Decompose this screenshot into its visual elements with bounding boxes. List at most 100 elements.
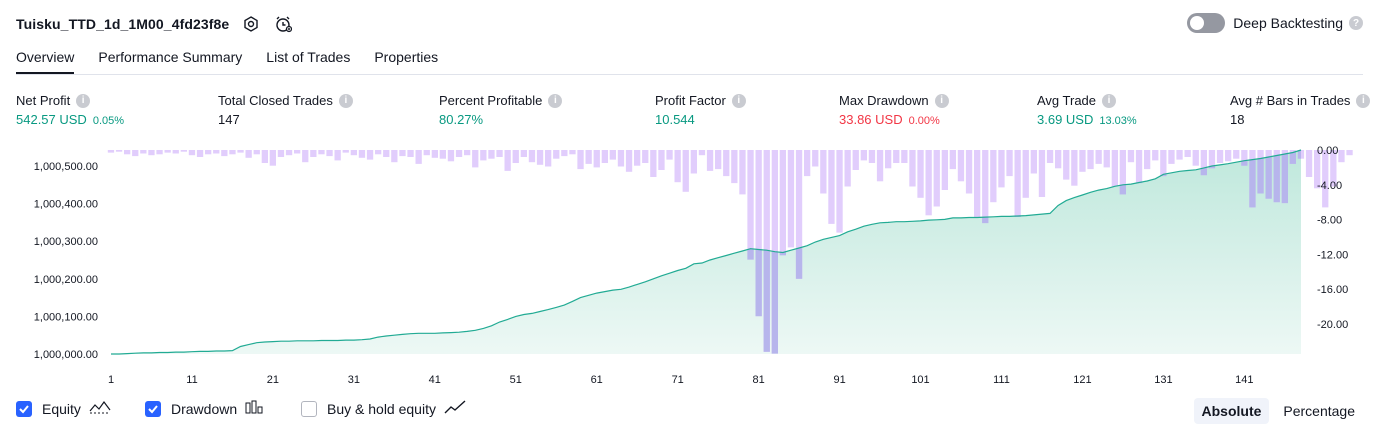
buy-hold-checkbox[interactable] (301, 400, 317, 417)
x-tick: 11 (186, 374, 197, 386)
info-icon[interactable]: i (548, 93, 563, 108)
metric-label: Max Drawdown (839, 93, 929, 108)
percentage-button[interactable]: Percentage (1283, 403, 1355, 419)
metric-value: 3.69 USD (1037, 112, 1094, 127)
drawdown-bar (285, 150, 293, 156)
tab-properties[interactable]: Properties (374, 49, 439, 65)
legend-drawdown[interactable]: Drawdown (145, 400, 265, 417)
drawdown-bar (512, 150, 519, 163)
drawdown-bar (682, 150, 689, 192)
alarm-clock-icon[interactable] (273, 14, 293, 34)
drawdown-bar (860, 150, 867, 161)
drawdown-bar (674, 150, 681, 183)
tab-performance-summary[interactable]: Performance Summary (98, 49, 243, 65)
info-icon[interactable]: i (1356, 93, 1371, 108)
y-left-tick: 1,000,200.00 (34, 274, 98, 286)
x-tick: 111 (993, 374, 1010, 386)
drawdown-bar (585, 150, 592, 164)
drawdown-bar (1055, 150, 1062, 169)
drawdown-bar (1192, 150, 1199, 166)
drawdown-bar (658, 150, 665, 170)
drawdown-bar (455, 150, 463, 157)
drawdown-bar (812, 150, 819, 167)
drawdown-bar (172, 150, 179, 154)
drawdown-overlap-bar (1289, 150, 1296, 164)
drawdown-bar (1079, 150, 1086, 172)
drawdown-bar (1038, 150, 1046, 197)
drawdown-bar (375, 150, 382, 155)
drawdown-bar (804, 150, 811, 177)
metric-sub: 13.03% (1099, 115, 1137, 127)
drawdown-bar (666, 150, 673, 160)
metric-value: 10.544 (655, 112, 695, 127)
drawdown-bar (577, 150, 584, 170)
drawdown-bar (245, 150, 252, 158)
x-tick: 1 (108, 374, 114, 386)
info-icon[interactable]: i (731, 93, 746, 108)
drawdown-overlap-bar (1257, 150, 1264, 194)
x-tick: 61 (591, 374, 603, 386)
drawdown-bar (1135, 150, 1143, 184)
legend-equity[interactable]: Equity (16, 400, 111, 417)
metric-percent-profitable: Percent Profitable i 80.27% (439, 93, 563, 127)
metric-avg-bars: Avg # Bars in Trades i 18 (1230, 93, 1371, 127)
drawdown-bar (690, 150, 697, 174)
drawdown-bar (431, 150, 438, 158)
drawdown-bar (447, 150, 455, 162)
drawdown-bar (820, 150, 827, 194)
tab-divider (16, 74, 1363, 75)
deep-backtesting: Deep Backtesting ? (1187, 13, 1363, 33)
equity-chart: 1,000,000.00 1,000,100.00 1,000,200.00 1,00… (34, 145, 1353, 386)
metric-label: Profit Factor (655, 93, 726, 108)
drawdown-bar (1095, 150, 1102, 164)
metric-value: 542.57 USD (16, 112, 87, 127)
legend-label: Buy & hold equity (327, 400, 436, 417)
y-left-tick: 1,000,100.00 (34, 311, 98, 323)
drawdown-bar (1225, 150, 1232, 162)
equity-checkbox[interactable] (16, 400, 32, 417)
absolute-button[interactable]: Absolute (1193, 398, 1270, 424)
drawdown-bar (1346, 150, 1353, 156)
drawdown-bar (715, 150, 722, 170)
info-icon[interactable]: i (338, 93, 353, 108)
drawdown-bar (1160, 150, 1167, 177)
drawdown-bar (520, 150, 527, 157)
metric-avg-trade: Avg Trade i 3.69 USD 13.03% (1037, 93, 1137, 127)
question-icon[interactable]: ? (1349, 16, 1363, 30)
drawdown-bar (650, 150, 657, 177)
drawdown-overlap-bar (1249, 150, 1256, 208)
drawdown-bar (1200, 150, 1207, 176)
drawdown-bar (1127, 150, 1135, 163)
deep-backtesting-toggle[interactable] (1187, 13, 1226, 33)
drawdown-checkbox[interactable] (145, 400, 161, 417)
drawdown-bar (156, 150, 163, 155)
tab-list-of-trades[interactable]: List of Trades (266, 49, 351, 65)
metric-label: Avg # Bars in Trades (1230, 93, 1351, 108)
drawdown-bar (957, 150, 965, 182)
drawdown-bar (1063, 150, 1070, 180)
drawdown-bar (731, 150, 738, 184)
metric-value: 33.86 USD (839, 112, 903, 127)
drawdown-bar (642, 150, 649, 163)
tab-overview[interactable]: Overview (16, 45, 75, 75)
info-icon[interactable]: i (934, 93, 949, 108)
drawdown-bar (545, 150, 552, 167)
drawdown-bar (366, 150, 374, 160)
scale-switch: Absolute Percentage (1188, 398, 1364, 424)
drawdown-bar (990, 150, 997, 203)
drawdown-bar (464, 150, 471, 156)
drawdown-bar (553, 150, 560, 159)
drawdown-bar (1030, 150, 1037, 174)
drawdown-bar (625, 150, 633, 172)
report-header: Tuisku_TTD_1d_1M00_4fd23f8e (16, 13, 293, 35)
y-left-tick: 1,000,000.00 (34, 349, 98, 361)
legend-buy-hold[interactable]: Buy & hold equity (301, 400, 466, 417)
drawdown-bar (407, 150, 414, 157)
info-icon[interactable]: i (76, 93, 91, 108)
drawdown-bar (755, 150, 762, 317)
drawdown-overlap-bar (1265, 150, 1272, 199)
gear-icon[interactable] (241, 14, 261, 34)
info-icon[interactable]: i (1102, 93, 1117, 108)
drawdown-bar (415, 150, 422, 164)
drawdown-overlap-bar (763, 150, 770, 352)
